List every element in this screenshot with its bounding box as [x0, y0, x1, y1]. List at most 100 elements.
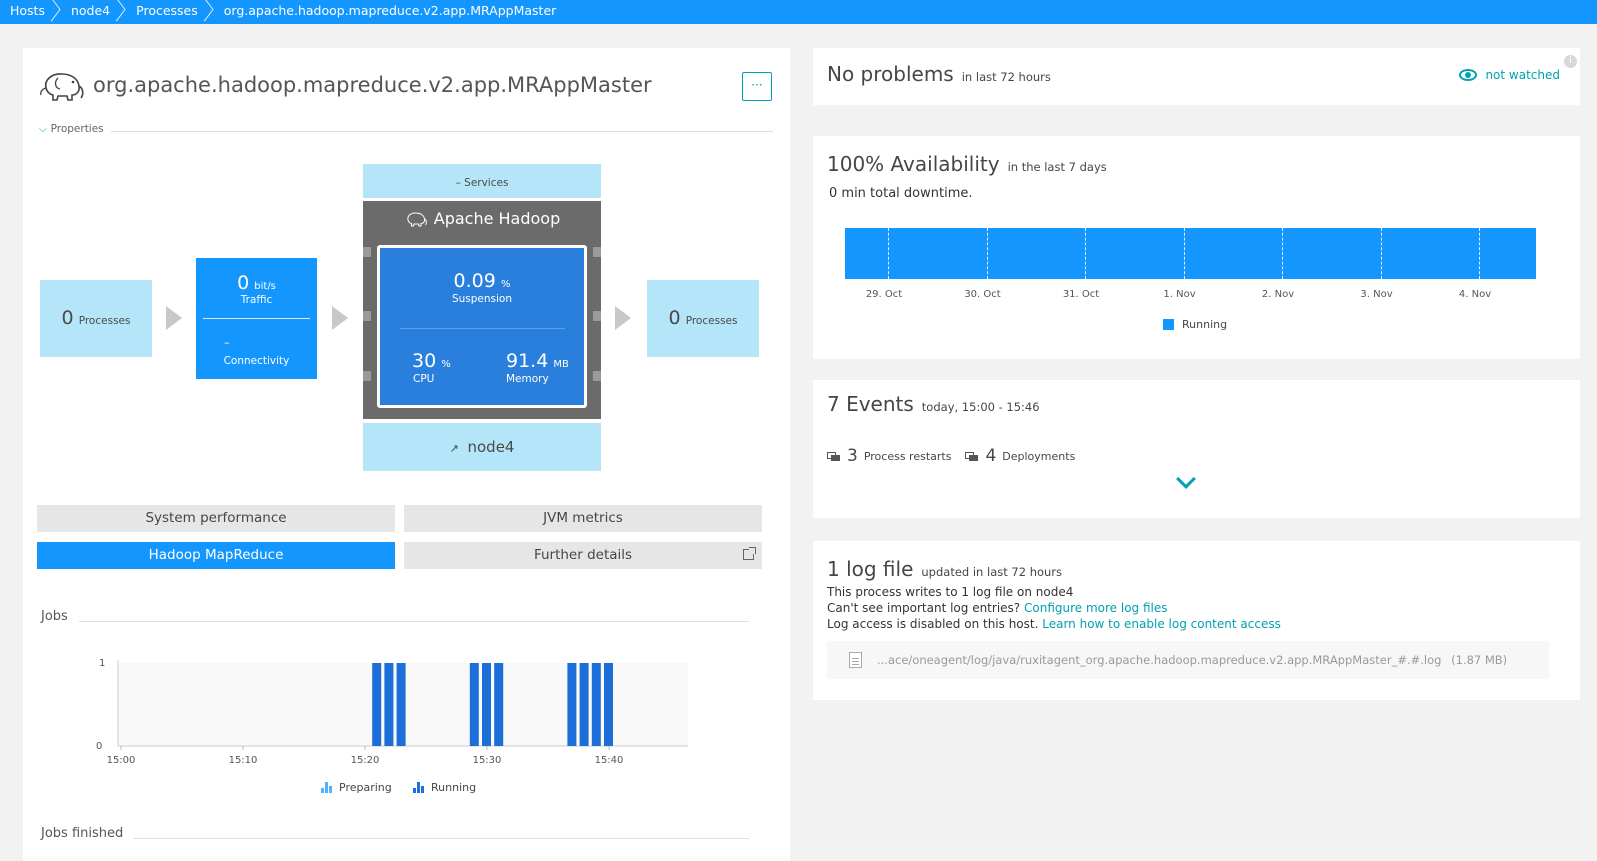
callers-count: 0	[61, 307, 74, 329]
configure-log-files-link[interactable]: Configure more log files	[1024, 601, 1168, 615]
log-config-line: Can't see important log entries? Configu…	[827, 601, 1168, 615]
tab-jvm-metrics[interactable]: JVM metrics	[404, 505, 762, 532]
suspension-unit: %	[500, 279, 511, 290]
y-tick-label: 0	[96, 741, 102, 752]
watch-toggle[interactable]: not watched	[1459, 68, 1560, 82]
technology-title[interactable]: Apache Hadoop	[363, 209, 601, 228]
restarts-count: 3	[847, 446, 858, 466]
deployments-label[interactable]: Deployments	[1002, 449, 1076, 463]
host-name: node4	[467, 438, 515, 456]
jobs-bar-running[interactable]	[591, 663, 601, 746]
callees-count: 0	[668, 307, 681, 329]
services-tile[interactable]: – Services	[363, 164, 601, 198]
process-restart-icon	[827, 451, 841, 462]
properties-divider	[111, 131, 773, 132]
log-file-row[interactable]: ...ace/oneagent/log/java/ruxitagent_org.…	[827, 641, 1549, 679]
day-divider	[1282, 228, 1283, 279]
jobs-finished-section-title: Jobs finished	[41, 826, 124, 841]
log-files-card: 1 log file updated in last 72 hours This …	[813, 541, 1580, 700]
frame-notch	[593, 247, 601, 257]
legend-preparing-label: Preparing	[339, 781, 392, 794]
hadoop-elephant-icon	[40, 73, 84, 101]
jobs-bar-running[interactable]	[469, 663, 479, 746]
x-tick-label: 15:00	[107, 755, 136, 766]
logs-title: 1 log file	[827, 557, 914, 581]
breadcrumb-processes[interactable]: Processes	[126, 0, 214, 24]
arrow-right-icon	[615, 306, 631, 330]
day-divider	[986, 228, 988, 279]
tab-hadoop-mapreduce[interactable]: Hadoop MapReduce	[37, 542, 395, 569]
enable-log-access-link[interactable]: Learn how to enable log content access	[1042, 617, 1281, 631]
memory-label: Memory	[506, 373, 549, 385]
jobs-bar-running[interactable]	[372, 663, 382, 746]
legend-running[interactable]: Running	[413, 781, 476, 794]
services-label: Services	[464, 177, 509, 189]
legend-running[interactable]: Running	[1163, 318, 1227, 331]
x-tick-label: 31. Oct	[1062, 289, 1100, 300]
x-tick-label: 2. Nov	[1261, 289, 1295, 300]
availability-bar	[845, 228, 1536, 279]
availability-heading: 100% Availability in the last 7 days	[827, 152, 1107, 176]
suspension-value: 0.09	[453, 270, 496, 292]
suspension-label: Suspension	[451, 293, 513, 305]
restarts-label[interactable]: Process restarts	[863, 449, 952, 463]
x-tick-label: 3. Nov	[1360, 289, 1393, 300]
bar-chart-icon	[321, 782, 334, 793]
tile-divider	[203, 318, 310, 319]
hadoop-elephant-icon	[407, 211, 427, 226]
callees-processes-tile[interactable]: 0 Processes	[647, 280, 759, 357]
jobs-bar-running[interactable]	[567, 663, 577, 746]
x-tick-label: 4. Nov	[1458, 289, 1492, 300]
log-info-line: This process writes to 1 log file on nod…	[827, 585, 1074, 599]
deployment-icon	[965, 451, 979, 462]
deployments-count: 4	[985, 446, 997, 466]
legend-running-label: Running	[431, 781, 477, 794]
breadcrumb-hosts[interactable]: Hosts	[0, 0, 61, 24]
x-tick-label: 1. Nov	[1163, 289, 1196, 300]
frame-notch	[363, 247, 371, 257]
log-config-text: Can't see important log entries?	[827, 601, 1021, 615]
connectivity-value: –	[224, 336, 230, 349]
page-title: org.apache.hadoop.mapreduce.v2.app.MRApp…	[93, 73, 652, 97]
legend-swatch	[1163, 319, 1174, 330]
info-icon[interactable]: i	[1564, 55, 1577, 68]
file-icon	[849, 652, 862, 668]
jobs-section-title: Jobs	[41, 609, 68, 624]
more-actions-button[interactable]: ···	[742, 72, 772, 101]
logs-subtitle: updated in last 72 hours	[921, 565, 1063, 579]
metrics-divider	[400, 328, 565, 329]
traffic-label: Traffic	[240, 294, 273, 306]
jobs-bar-running[interactable]	[482, 663, 491, 746]
properties-label: Properties	[50, 123, 104, 135]
jobs-bar-running[interactable]	[384, 663, 394, 746]
arrow-right-icon	[332, 306, 348, 330]
properties-toggle[interactable]: ⌵ Properties	[39, 123, 104, 135]
host-tile[interactable]: ↗ node4	[363, 423, 601, 471]
technology-name: Apache Hadoop	[433, 209, 561, 228]
log-access-line: Log access is disabled on this host. Lea…	[827, 617, 1281, 631]
jobs-bar-running[interactable]	[604, 663, 613, 746]
jobs-bar-running[interactable]	[494, 663, 504, 746]
jobs-bar-running[interactable]	[396, 663, 406, 746]
frame-notch	[363, 311, 371, 321]
traffic-connectivity-tile[interactable]: 0 bit/s Traffic – Connectivity	[196, 258, 317, 379]
day-divider	[1479, 228, 1480, 279]
breadcrumb-current: org.apache.hadoop.mapreduce.v2.app.MRApp…	[223, 3, 557, 18]
log-file-size: (1.87 MB)	[1451, 653, 1508, 667]
process-metrics-box[interactable]: 0.09 % Suspension 30 % CPU 91.4 MB Memor…	[377, 245, 587, 408]
events-heading: 7 Events today, 15:00 - 15:46	[827, 392, 1040, 416]
jobs-bar-running[interactable]	[579, 663, 589, 746]
tab-system-performance[interactable]: System performance	[37, 505, 395, 532]
chevron-down-icon[interactable]	[1176, 469, 1196, 489]
events-title: 7 Events	[827, 392, 914, 416]
x-tick-label: 15:40	[595, 755, 624, 766]
logs-heading: 1 log file updated in last 72 hours	[827, 557, 1062, 581]
services-collapse-icon: –	[455, 177, 461, 189]
frame-notch	[593, 371, 601, 381]
traffic-unit: bit/s	[254, 281, 276, 292]
legend-preparing[interactable]: Preparing	[321, 781, 392, 794]
callers-processes-tile[interactable]: 0 Processes	[40, 280, 152, 357]
availability-title: 100% Availability	[827, 152, 1000, 176]
tab-further-details[interactable]: Further details	[404, 542, 762, 569]
breadcrumb-node4[interactable]: node4	[61, 0, 126, 24]
